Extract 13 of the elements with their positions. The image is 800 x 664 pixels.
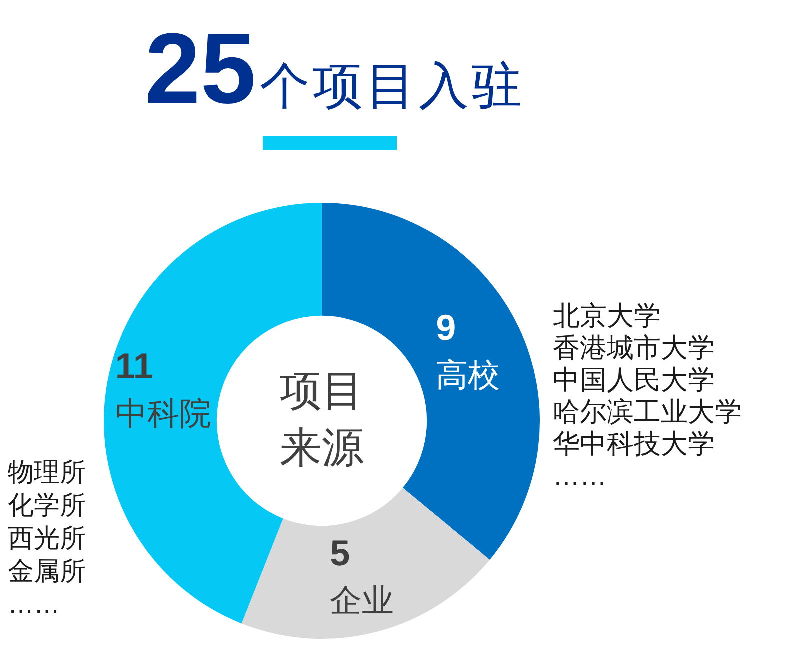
annotation: 项目来源 (280, 367, 364, 471)
annotation: 西光所 (8, 523, 86, 553)
title: 25个项目入驻 (145, 13, 526, 125)
annotation: 哈尔滨工业大学 (553, 397, 742, 427)
annotation: 中国人民大学 (553, 365, 715, 395)
annotation: …… (8, 589, 60, 619)
annotation: 金属所 (8, 556, 86, 586)
annotation: …… (553, 461, 607, 491)
annotation: 物理所 (8, 457, 86, 487)
annotation: 华中科技大学 (553, 429, 715, 459)
annotation: 化学所 (8, 490, 86, 520)
annotation: 北京大学 (553, 301, 661, 331)
annotation: 香港城市大学 (553, 333, 715, 363)
